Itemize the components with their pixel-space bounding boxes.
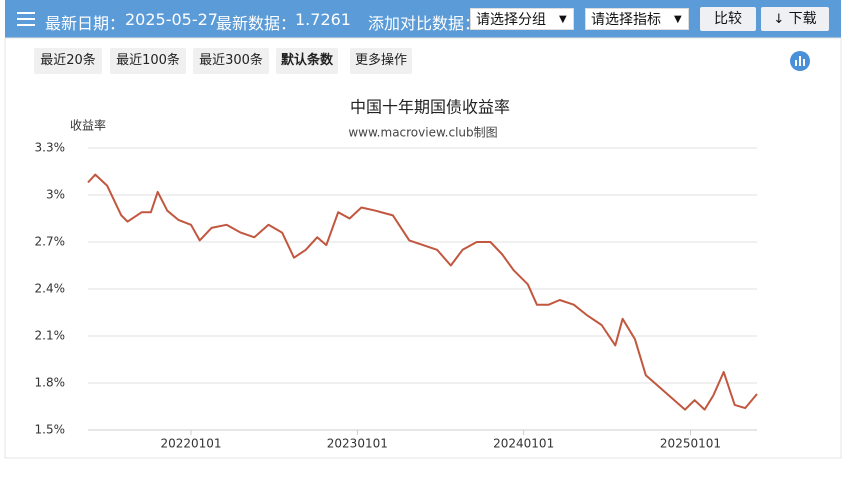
compare-button[interactable]: 比较 bbox=[700, 7, 756, 31]
panel-border bbox=[4, 37, 842, 459]
y-tick-label: 3.3% bbox=[35, 141, 66, 155]
chart-icon[interactable] bbox=[789, 50, 811, 72]
toolbar-button[interactable]: 最近20条 bbox=[34, 48, 102, 74]
y-tick-label: 2.1% bbox=[35, 329, 66, 343]
group-select[interactable]: 请选择分组 ▼ bbox=[470, 8, 574, 30]
y-tick-label: 2.7% bbox=[35, 235, 66, 249]
x-tick-label: 20230101 bbox=[327, 437, 388, 451]
download-text: 下载 bbox=[788, 11, 817, 27]
x-tick-label: 20220101 bbox=[160, 437, 221, 451]
latest-label: 最新数据： bbox=[216, 14, 297, 33]
indicator-select[interactable]: 请选择指标 ▼ bbox=[585, 8, 689, 30]
data-line bbox=[87, 173, 758, 411]
caret: ▼ bbox=[559, 14, 567, 25]
select-text: 请选择指标 bbox=[591, 12, 661, 28]
toolbar-button[interactable]: 默认条数 bbox=[276, 48, 338, 74]
chart-subtitle: www.macroview.club制图 bbox=[348, 126, 497, 140]
date-label: 最新日期： bbox=[45, 14, 126, 33]
chart-title: 中国十年期国债收益率 bbox=[350, 98, 510, 117]
y-tick-label: 3% bbox=[46, 188, 65, 202]
menu-icon[interactable] bbox=[17, 11, 35, 27]
y-tick-label: 2.4% bbox=[35, 282, 66, 296]
select-text: 请选择分组 bbox=[476, 12, 546, 28]
x-tick-label: 20240101 bbox=[493, 437, 554, 451]
header-bar: 最新日期： 2025-05-27 最新数据： 1.7261 添加对比数据： 请选… bbox=[5, 0, 841, 38]
caret: ▼ bbox=[674, 14, 682, 25]
x-tick-label: 20250101 bbox=[660, 437, 721, 451]
y-tick-label: 1.5% bbox=[35, 423, 66, 437]
toolbar-button[interactable]: 最近100条 bbox=[110, 48, 186, 74]
compare-label: 添加对比数据： bbox=[368, 14, 481, 33]
toolbar-button[interactable]: 最近300条 bbox=[193, 48, 269, 74]
date: 2025-05-27 bbox=[125, 10, 218, 29]
latest-value: 1.7261 bbox=[295, 10, 351, 29]
toolbar-button[interactable]: 更多操作 bbox=[350, 48, 412, 74]
y-axis-label: 收益率 bbox=[70, 118, 106, 133]
download-icon: ↓ bbox=[773, 12, 785, 27]
download-button[interactable]: ↓ 下载 bbox=[761, 7, 829, 31]
y-tick-label: 1.8% bbox=[35, 376, 66, 390]
